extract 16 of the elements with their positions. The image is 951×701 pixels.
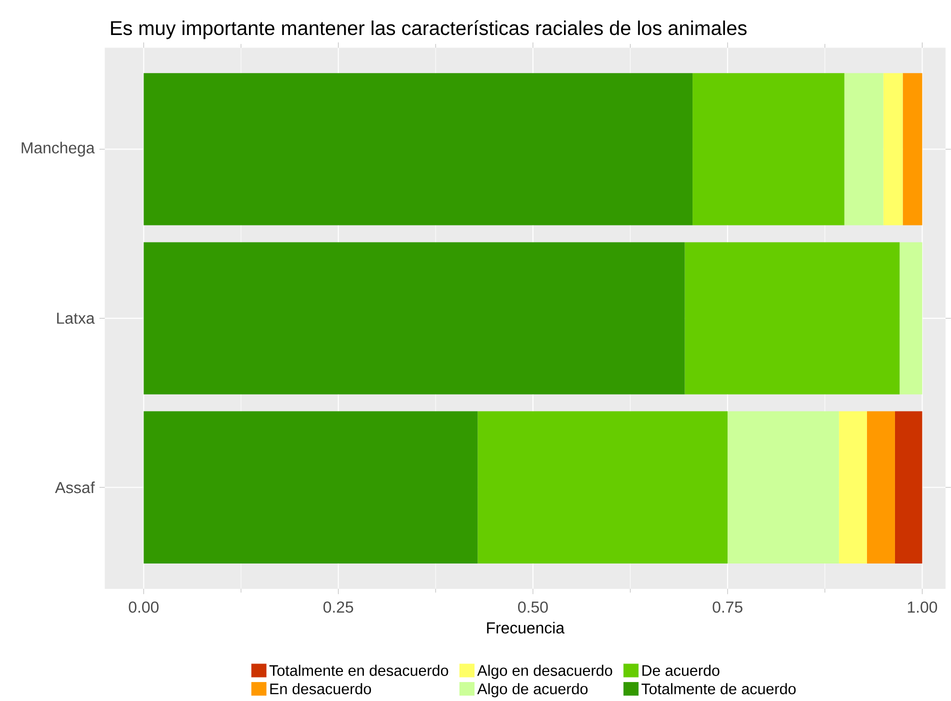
legend-label: Algo de acuerdo — [477, 682, 588, 698]
y-tick-label: Latxa — [57, 312, 95, 324]
x-tick-label: 0.75 — [712, 601, 742, 613]
legend-label: Algo en desacuerdo — [477, 664, 612, 679]
x-axis-title: Frecuencia — [487, 622, 565, 634]
x-tick-label: 1.00 — [908, 601, 938, 613]
chart-title: Es muy importante mantener las características raciales de los animales — [111, 20, 747, 39]
legend-label: Totalmente en desacuerdo — [269, 664, 448, 676]
legend-label: De acuerdo — [642, 664, 720, 676]
y-tick-label: Manchega — [22, 142, 95, 156]
legend-label: Totalmente de acuerdo — [642, 682, 796, 694]
x-tick-label: 0.00 — [128, 601, 159, 613]
x-tick-label: 0.25 — [323, 601, 354, 613]
y-tick-label: Assaf — [55, 481, 95, 493]
legend-label: En desacuerdo — [270, 682, 371, 694]
x-tick-label: 0.50 — [518, 601, 548, 613]
